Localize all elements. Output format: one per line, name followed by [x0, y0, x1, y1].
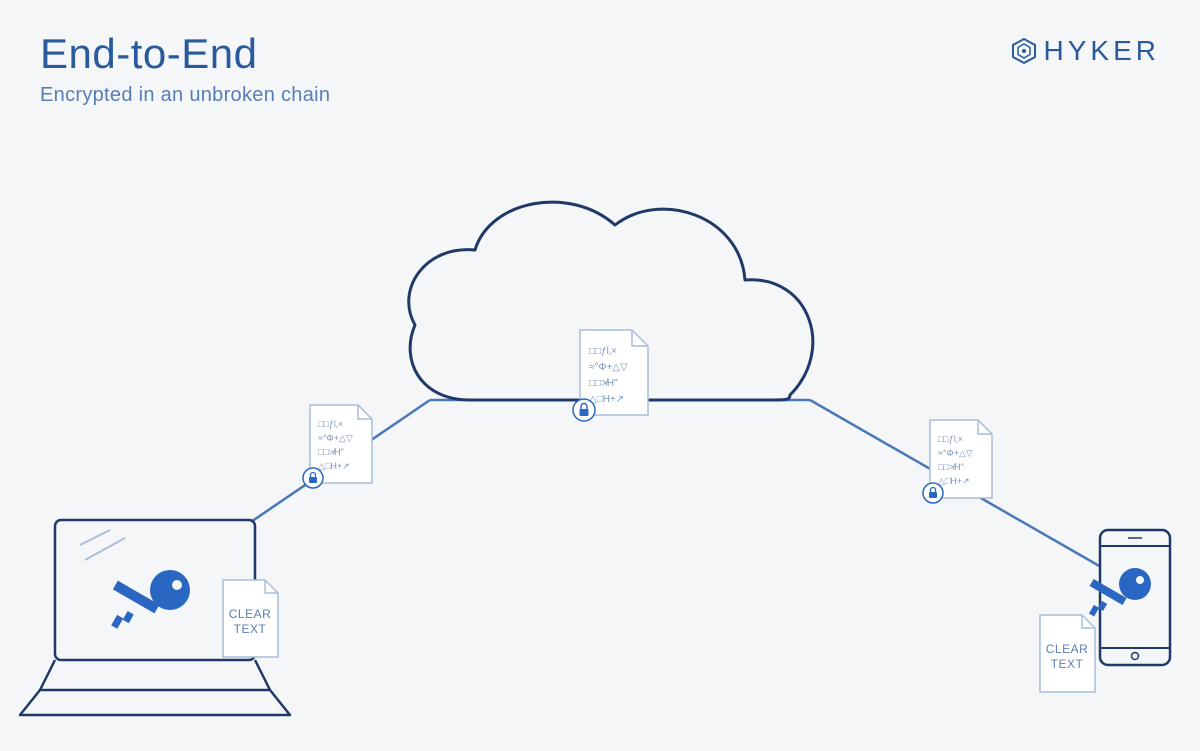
document-encrypted-middle: □□ƒl‚× ≈°Φ+△▽ □□≯H" △□H+↗ — [573, 330, 648, 421]
clear-text-label: CLEAR — [229, 607, 272, 621]
svg-text:≈°Φ+△▽: ≈°Φ+△▽ — [938, 448, 973, 458]
document-encrypted-left: □□ƒl‚× ≈°Φ+△▽ □□≯H" △□H+↗ — [303, 405, 372, 488]
clear-text-label: CLEAR — [1046, 642, 1089, 656]
document-encrypted-right: □□ƒl‚× ≈°Φ+△▽ □□≯H" △□H+↗ — [923, 420, 992, 503]
svg-text:△□H+↗: △□H+↗ — [589, 394, 624, 405]
svg-text:□□≯H": □□≯H" — [318, 447, 344, 457]
svg-text:≈°Φ+△▽: ≈°Φ+△▽ — [318, 433, 353, 443]
encryption-diagram: CLEAR TEXT CLEAR TEXT □□ƒl‚× ≈°Φ+△▽ □□≯H… — [0, 0, 1200, 751]
svg-text:△□H+↗: △□H+↗ — [318, 461, 350, 471]
clear-text-label: TEXT — [234, 622, 267, 636]
svg-text:□□ƒl‚×: □□ƒl‚× — [938, 434, 963, 444]
clear-text-label: TEXT — [1051, 657, 1084, 671]
svg-text:≈°Φ+△▽: ≈°Φ+△▽ — [589, 362, 628, 373]
svg-text:□□ƒl‚×: □□ƒl‚× — [318, 419, 343, 429]
svg-text:□□≯H": □□≯H" — [938, 462, 964, 472]
document-clear-right: CLEAR TEXT — [1040, 615, 1095, 692]
svg-text:△□H+↗: △□H+↗ — [938, 476, 970, 486]
svg-text:□□≯H": □□≯H" — [589, 377, 618, 389]
svg-text:□□ƒl‚×: □□ƒl‚× — [589, 346, 617, 357]
document-clear-left: CLEAR TEXT — [223, 580, 278, 657]
phone-icon — [1089, 530, 1170, 665]
